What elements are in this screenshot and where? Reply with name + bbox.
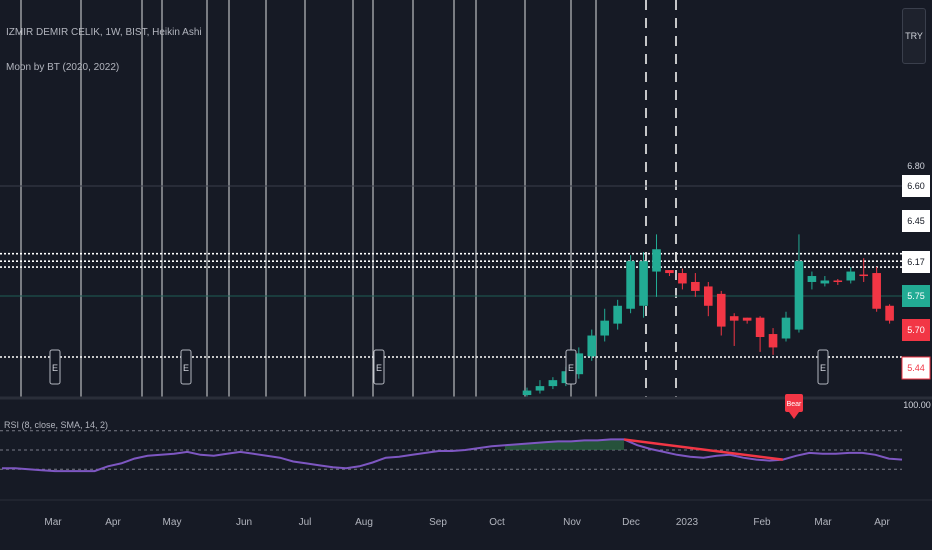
time-axis-label: May (163, 517, 182, 528)
bear-label: Bear (785, 394, 803, 419)
time-axis-label: Feb (753, 517, 771, 528)
price-label-bg (902, 319, 930, 341)
candle-body (600, 320, 609, 336)
candle-body (820, 280, 830, 284)
time-axis-label: Jul (299, 517, 312, 528)
earnings-marker-label: E (568, 363, 574, 373)
earnings-marker-box (180, 349, 192, 385)
candle-body (626, 261, 635, 309)
candle-body (781, 317, 791, 339)
time-axis-label: Sep (429, 517, 447, 528)
earnings-marker: E (565, 349, 577, 385)
time-axis-label: Mar (44, 517, 62, 528)
candle-body (548, 380, 558, 387)
candle-body (652, 249, 661, 272)
rsi-line (2, 438, 903, 473)
symbol-title: IZMIR DEMIR CELIK, 1W, BIST, Heikin Ashi (6, 27, 202, 38)
earnings-marker-box (817, 349, 829, 385)
time-axis-label: Apr (874, 517, 890, 528)
candle-body (729, 316, 739, 321)
earnings-marker-box (49, 349, 61, 385)
rsi-axis-label: 100.00 (903, 400, 931, 410)
candle-body (768, 334, 778, 348)
candle-body (535, 386, 545, 391)
price-axis-label: 5.75 (907, 291, 925, 301)
candle-body (833, 280, 843, 282)
candle-body (691, 281, 700, 291)
candle-body (574, 353, 584, 375)
price-axis-label: 5.44 (907, 363, 925, 373)
price-axis-label: 6.80 (907, 161, 925, 171)
candle-body (807, 276, 817, 282)
candle-body (885, 305, 894, 321)
indicator-title: Moon by BT (2020, 2022) (6, 62, 120, 73)
earnings-marker-label: E (820, 363, 826, 373)
time-axis-label: Oct (489, 517, 505, 528)
time-axis-label: Jun (236, 517, 252, 528)
bear-label-box (785, 394, 803, 412)
time-axis-label: Mar (814, 517, 832, 528)
candle-body (846, 271, 856, 281)
time-axis-label: 2023 (676, 517, 699, 528)
price-axis-label: 6.60 (907, 181, 925, 191)
candle-body (704, 286, 713, 306)
candle-body (742, 317, 752, 321)
earnings-marker-label: E (183, 363, 189, 373)
candle-body (872, 273, 881, 309)
price-axis-label: 5.70 (907, 325, 925, 335)
price-label-bg (902, 251, 930, 273)
rsi-overbought-fill (504, 439, 625, 450)
bear-label-text: Bear (787, 401, 802, 408)
bear-divergence-line (623, 438, 784, 461)
candle-body (665, 270, 674, 274)
price-label-bg (902, 175, 930, 197)
candle-body (755, 317, 765, 338)
candle-body (859, 274, 868, 277)
earnings-marker: E (49, 349, 61, 385)
time-axis-label: Aug (355, 517, 373, 528)
earnings-marker-label: E (376, 363, 382, 373)
price-axis-label: 6.17 (907, 257, 925, 267)
price-label-bg (901, 356, 931, 380)
earnings-marker: E (180, 349, 192, 385)
price-label-bg (902, 285, 930, 307)
earnings-marker: E (817, 349, 829, 385)
candle-body (716, 293, 726, 327)
price-axis-label: 6.45 (907, 216, 925, 226)
price-label-bg (902, 210, 930, 232)
earnings-marker-label: E (52, 363, 58, 373)
candle-body (613, 305, 622, 324)
time-axis-label: Apr (105, 517, 121, 528)
bear-label-pointer (789, 412, 799, 419)
time-axis-label: Nov (563, 517, 581, 528)
candle-body (522, 390, 532, 396)
time-axis-label: Dec (622, 517, 640, 528)
earnings-marker-box (565, 349, 577, 385)
candle-body (678, 273, 687, 284)
earnings-marker-box (373, 349, 385, 385)
rsi-title: RSI (8, close, SMA, 14, 2) (4, 420, 109, 430)
earnings-marker: E (373, 349, 385, 385)
candle-body (587, 335, 597, 357)
candle-body (794, 261, 804, 330)
currency-button[interactable]: TRY (902, 8, 926, 64)
candle-body (639, 261, 648, 306)
